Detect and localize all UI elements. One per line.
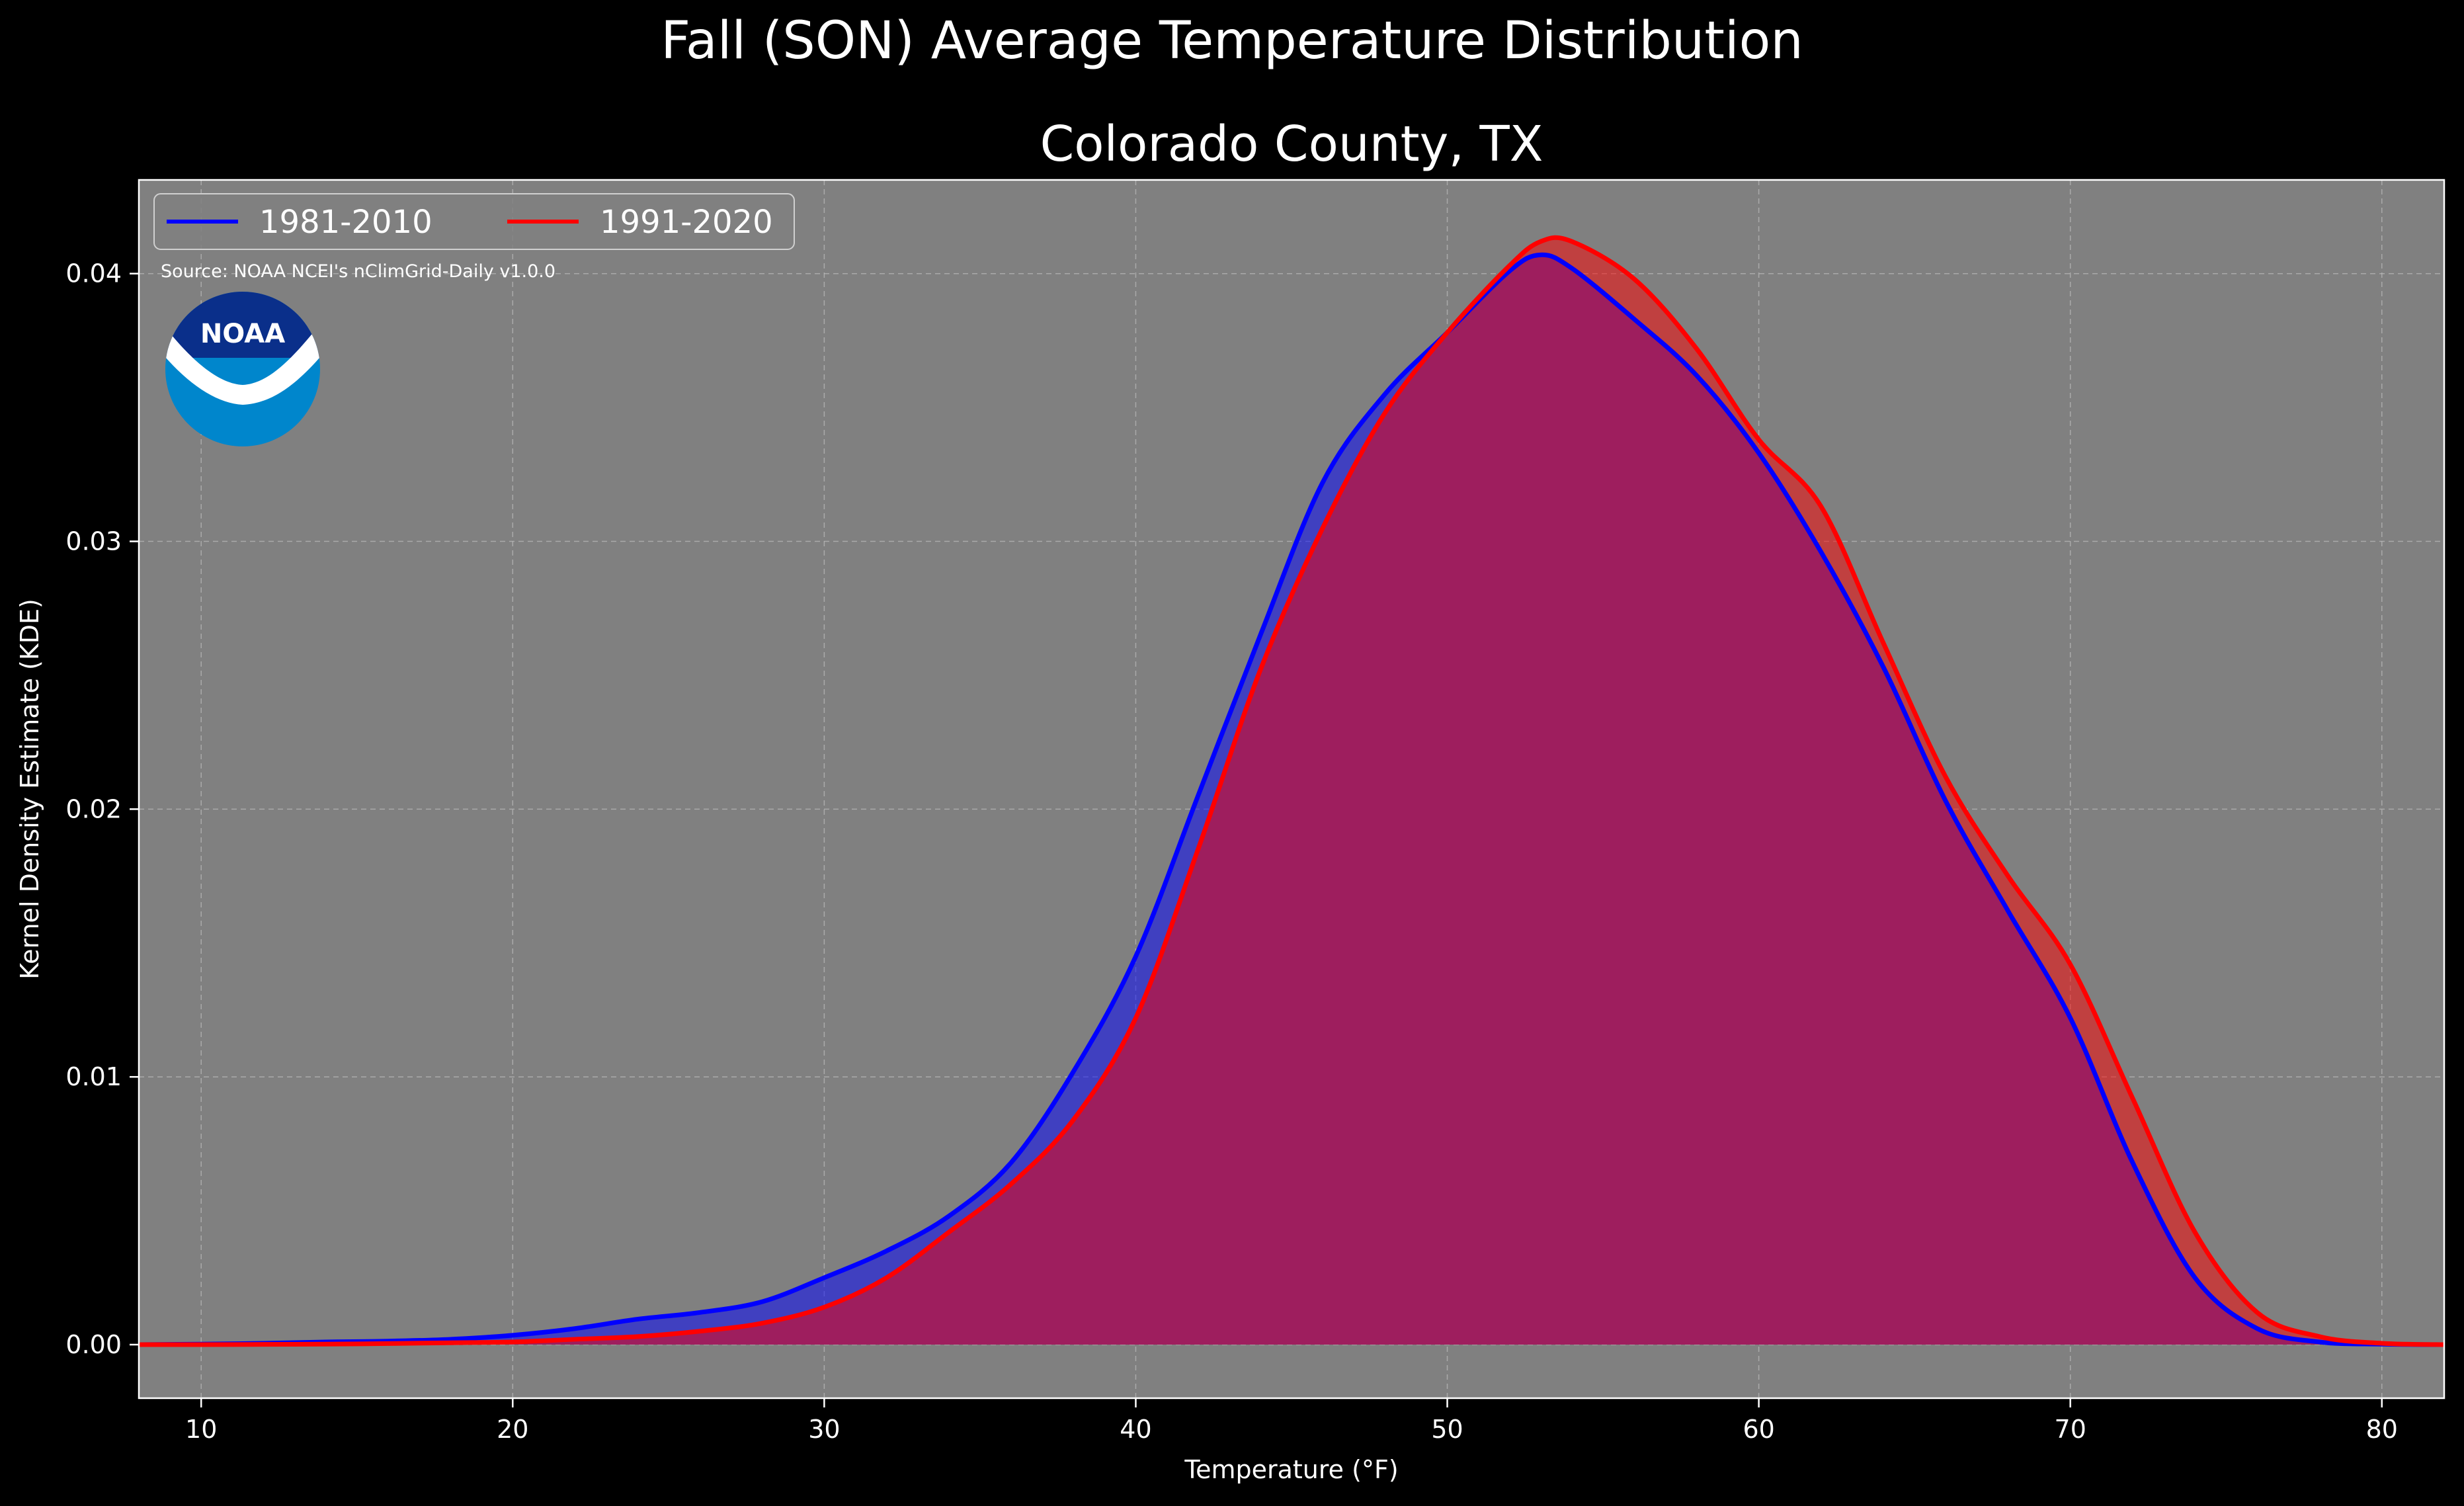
legend: 1981-2010 1991-2020 xyxy=(153,193,795,250)
overlap-fill xyxy=(139,255,2444,1345)
series-layer xyxy=(138,235,2445,1347)
x-tick-label: 20 xyxy=(497,1415,528,1444)
y-tick-label: 0.00 xyxy=(65,1330,122,1359)
ticks: 10 20 30 40 50 60 70 80 0.00 0.01 0.02 0.03 0.04 xyxy=(65,259,2398,1444)
x-tick-label: 50 xyxy=(1431,1415,1463,1444)
legend-label-1981-2010: 1981-2010 xyxy=(259,204,432,241)
legend-label-1991-2020: 1991-2020 xyxy=(600,204,773,241)
source-note: Source: NOAA NCEI's nClimGrid-Daily v1.0… xyxy=(161,261,555,282)
series-1991-2020-line xyxy=(138,235,2445,1347)
y-tick-label: 0.03 xyxy=(65,527,122,556)
x-tick-label: 80 xyxy=(2366,1415,2398,1444)
y-tick-label: 0.04 xyxy=(65,259,122,288)
y-tick-label: 0.01 xyxy=(65,1062,122,1091)
x-tick-label: 70 xyxy=(2055,1415,2086,1444)
x-tick-label: 10 xyxy=(185,1415,217,1444)
y-axis-label: Kernel Density Estimate (KDE) xyxy=(15,599,44,980)
x-tick-label: 30 xyxy=(808,1415,840,1444)
noaa-logo-bird xyxy=(165,324,320,405)
chart-subtitle: Colorado County, TX xyxy=(1040,116,1543,173)
x-tick-label: 60 xyxy=(1743,1415,1774,1444)
x-axis-label: Temperature (°F) xyxy=(1184,1455,1398,1484)
plot-frame xyxy=(138,179,2445,1400)
noaa-logo: NOAA xyxy=(165,292,320,446)
y-tick-label: 0.02 xyxy=(65,794,122,823)
noaa-logo-text: NOAA xyxy=(200,319,285,349)
chart-title: Fall (SON) Average Temperature Distribut… xyxy=(661,11,1803,71)
series-1981-2010-line xyxy=(138,252,2445,1347)
x-tick-label: 40 xyxy=(1120,1415,1151,1444)
legend-box xyxy=(153,193,795,250)
